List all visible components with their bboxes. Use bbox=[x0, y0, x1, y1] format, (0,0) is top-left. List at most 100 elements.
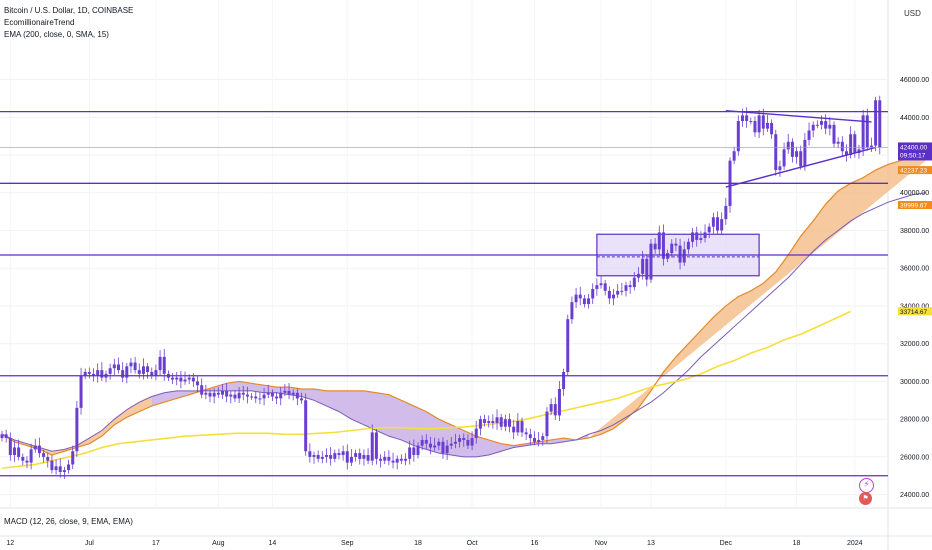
candle-body bbox=[458, 438, 462, 442]
candle-body bbox=[12, 447, 16, 456]
candle-body bbox=[703, 232, 707, 239]
last-price-box bbox=[898, 142, 932, 161]
candle-body bbox=[67, 464, 71, 471]
candle-body bbox=[670, 243, 674, 254]
candle-body bbox=[50, 460, 54, 471]
candle-body bbox=[245, 394, 249, 397]
time-axis[interactable]: 12 Jul 17 Aug 14 Sep 18 Oct 16 Nov 13 Dec 18 2024 bbox=[6, 540, 862, 547]
indicator-trend-label[interactable]: EcomillionaireTrend bbox=[4, 18, 75, 27]
candle-body bbox=[391, 460, 395, 463]
candle-body bbox=[54, 466, 58, 471]
candle-body bbox=[8, 438, 12, 456]
candle-body bbox=[220, 390, 224, 395]
candle-body bbox=[320, 456, 324, 459]
candle-body bbox=[516, 421, 520, 433]
price-axis[interactable]: 24000.00 26000.00 28000.00 30000.00 32000.00… bbox=[900, 77, 929, 499]
candle-body bbox=[262, 394, 266, 399]
candle-body bbox=[291, 392, 295, 395]
x-tick-label: 14 bbox=[269, 540, 277, 547]
candle-body bbox=[765, 122, 769, 129]
ema-ribbon bbox=[1, 151, 932, 458]
ema-200-tag-box bbox=[898, 307, 932, 316]
y-tick-label: 38000.00 bbox=[900, 228, 929, 235]
candle-body bbox=[774, 134, 778, 171]
y-tick-label: 44000.00 bbox=[900, 115, 929, 122]
candle-body bbox=[545, 411, 549, 437]
candle-body bbox=[528, 434, 532, 439]
x-tick-label: Dec bbox=[720, 540, 733, 547]
candle-body bbox=[462, 438, 466, 440]
currency-label[interactable]: USD bbox=[904, 9, 921, 18]
candle-body bbox=[612, 294, 616, 299]
candle-body bbox=[229, 394, 233, 397]
candle-body bbox=[570, 302, 574, 320]
candle-body bbox=[707, 226, 711, 233]
candle-body bbox=[121, 370, 125, 378]
candle-body bbox=[304, 400, 308, 452]
candle-body bbox=[133, 362, 137, 371]
candle-body bbox=[840, 141, 844, 152]
candle-body bbox=[108, 368, 112, 374]
candle-body bbox=[420, 439, 424, 446]
candle-body bbox=[179, 377, 183, 382]
candle-body bbox=[87, 372, 91, 374]
candle-body bbox=[566, 319, 570, 373]
ema-200-path bbox=[1, 310, 851, 470]
flags-icon[interactable]: ⚑ bbox=[859, 492, 872, 505]
candle-body bbox=[341, 451, 345, 456]
candle-body bbox=[595, 285, 599, 289]
candle-body bbox=[154, 370, 158, 376]
candle-body bbox=[437, 441, 441, 446]
candle-body bbox=[125, 366, 129, 378]
ribbon-fast-line bbox=[1, 151, 932, 456]
triangle-trendlines[interactable] bbox=[725, 109, 876, 188]
candle-body bbox=[824, 121, 828, 129]
candle-body bbox=[287, 390, 291, 395]
candle-body bbox=[487, 421, 491, 423]
candle-body bbox=[370, 432, 374, 461]
ribbon-fast-tag-box bbox=[898, 166, 932, 175]
candle-body bbox=[75, 407, 79, 452]
candle-body bbox=[782, 149, 786, 167]
x-tick-label: Jul bbox=[85, 540, 94, 547]
ribbon-slow-tag-box bbox=[898, 201, 932, 210]
candle-body bbox=[100, 370, 104, 378]
triangle-upper-line[interactable] bbox=[725, 109, 872, 123]
ribbon-slow-tag: 39999.67 bbox=[900, 203, 927, 210]
lightning-icon[interactable]: ⚡ bbox=[859, 478, 874, 493]
macd-pane-label[interactable]: MACD (12, 26, close, 9, EMA, EMA) bbox=[4, 517, 133, 526]
candle-body bbox=[158, 356, 162, 371]
candle-body bbox=[699, 238, 703, 240]
candle-body bbox=[553, 404, 557, 416]
candle-body bbox=[736, 121, 740, 152]
x-tick-label: 2024 bbox=[847, 540, 863, 547]
candle-body bbox=[453, 441, 457, 444]
candle-body bbox=[499, 417, 503, 427]
candle-body bbox=[520, 421, 524, 433]
candle-body bbox=[92, 373, 96, 376]
ema-200-line bbox=[1, 310, 851, 470]
candle-body bbox=[587, 298, 591, 305]
candle-body bbox=[720, 219, 724, 231]
candle-body bbox=[649, 243, 653, 280]
indicator-ema-label[interactable]: EMA (200, close, 0, SMA, 15) bbox=[4, 30, 109, 39]
candle-body bbox=[645, 258, 649, 280]
y-tick-label: 32000.00 bbox=[900, 341, 929, 348]
candle-body bbox=[865, 115, 869, 148]
horizontal-levels[interactable] bbox=[0, 0, 888, 477]
candle-body bbox=[537, 439, 541, 442]
last-price-tag: 42400.00 bbox=[900, 144, 927, 151]
candle-body bbox=[312, 455, 316, 457]
y-tick-label: 36000.00 bbox=[900, 266, 929, 273]
candle-body bbox=[503, 419, 507, 427]
candle-body bbox=[807, 130, 811, 140]
candle-body bbox=[878, 100, 882, 148]
candle-body bbox=[424, 439, 428, 444]
candle-body bbox=[524, 432, 528, 435]
candle-body bbox=[786, 141, 790, 150]
triangle-lower-line[interactable] bbox=[725, 146, 876, 188]
candle-series bbox=[0, 95, 882, 479]
candle-body bbox=[832, 124, 836, 144]
candle-body bbox=[204, 392, 208, 395]
